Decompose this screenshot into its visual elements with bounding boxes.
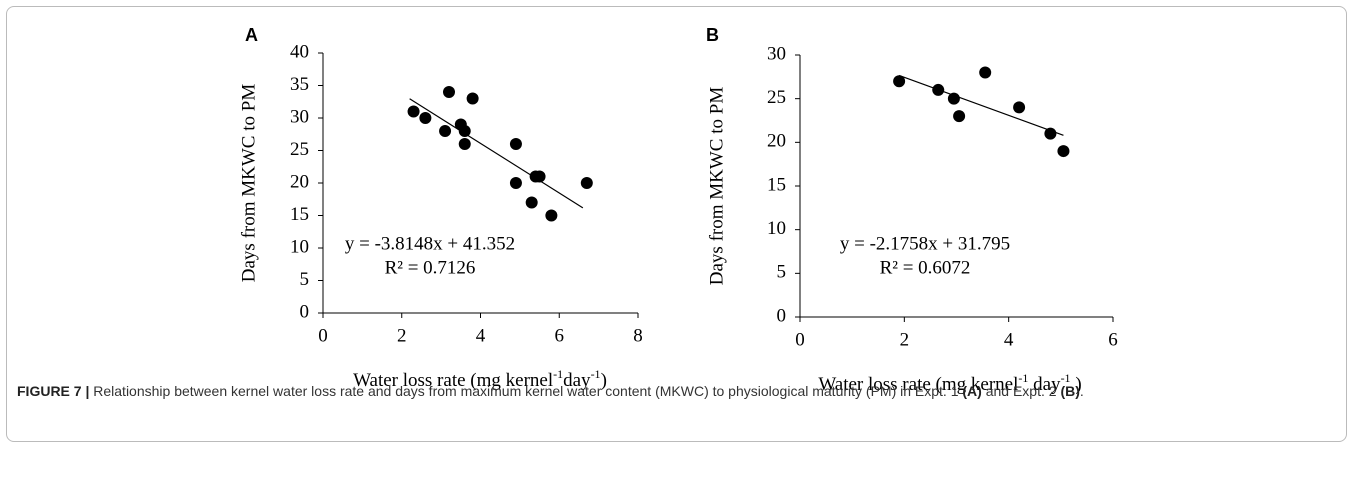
data-point [419,112,432,124]
trendline [409,98,584,209]
x-tick-label: 2 [900,329,910,350]
x-axis-label-part: day [563,370,591,391]
equation: y = -3.8148x + 41.352 [345,233,515,254]
x-axis-label: Water loss rate (mg kernel-1day-1) [353,367,607,392]
data-point [1044,127,1057,140]
data-point [407,105,420,118]
x-axis-label-part: -1 [591,367,601,381]
caption-text: Relationship between kernel water loss r… [89,383,963,399]
y-tick-label: 0 [777,305,787,326]
data-point [466,92,479,105]
x-axis-label-part: -1 [553,367,563,381]
data-point [509,138,522,150]
trendline [898,74,1064,136]
y-tick-label: 5 [300,269,310,290]
y-axis-label: Days from MKWC to PM [238,84,259,283]
x-tick-label: 6 [555,325,565,346]
x-tick-label: 8 [633,325,643,346]
data-point [458,125,471,137]
data-point [439,125,452,137]
y-tick-label: 20 [290,171,309,192]
data-point [580,177,593,189]
data-point [1013,101,1026,114]
y-tick-label: 35 [290,74,309,95]
y-tick-label: 25 [767,87,786,108]
x-axis-label-part: -1 [1018,371,1028,385]
x-axis-label-part: day [1028,374,1061,395]
caption-text: (B) [1060,383,1080,399]
x-axis-label-part: -1 [1061,371,1071,385]
data-point [458,138,471,150]
data-point [979,66,992,79]
data-point [893,75,906,88]
data-point [533,170,546,183]
caption-text: . [1079,383,1084,399]
y-tick-label: 30 [767,43,786,64]
figure-frame [6,6,1347,442]
y-tick-label: 5 [777,262,787,283]
caption-text: and Expt. 2 [981,383,1061,399]
x-tick-label: 2 [397,325,407,346]
x-tick-label: 0 [795,329,805,350]
caption-text: FIGURE 7 | [17,383,90,399]
y-tick-label: 15 [290,204,309,225]
x-tick-label: 0 [318,325,328,346]
data-point [932,83,945,96]
data-point [525,196,538,209]
panel-label: B [706,25,719,45]
x-tick-label: 4 [1004,329,1014,350]
data-point [1057,145,1070,158]
data-point [953,110,966,123]
y-tick-label: 25 [290,139,309,160]
panel-label: A [245,25,258,45]
x-axis-label-part: Water loss rate (mg kernel [353,370,553,391]
x-tick-label: 4 [476,325,486,346]
equation: R² = 0.7126 [385,257,476,278]
y-tick-label: 20 [767,131,786,152]
y-tick-label: 30 [290,106,309,127]
data-point [545,209,558,222]
x-axis-label-part: ) [1071,374,1082,395]
x-axis-label-part: Water loss rate (mg kernel [818,374,1018,395]
equation: R² = 0.6072 [880,257,971,278]
y-axis-label: Days from MKWC to PM [706,87,727,286]
y-tick-label: 15 [767,174,786,195]
caption-text: (A) [962,383,982,399]
x-tick-label: 6 [1108,329,1118,350]
figure-caption: FIGURE 7 | Relationship between kernel w… [17,381,1317,402]
x-axis-label-part: ) [601,370,607,391]
y-tick-label: 10 [290,236,309,257]
y-tick-label: 0 [300,301,310,322]
data-point [443,86,455,98]
data-point [509,177,522,189]
y-tick-label: 10 [767,218,786,239]
x-axis-label: Water loss rate (mg kernel-1 day-1 ) [818,371,1081,396]
y-tick-label: 40 [290,41,309,62]
data-point [947,92,960,105]
equation: y = -2.1758x + 31.795 [840,233,1010,254]
